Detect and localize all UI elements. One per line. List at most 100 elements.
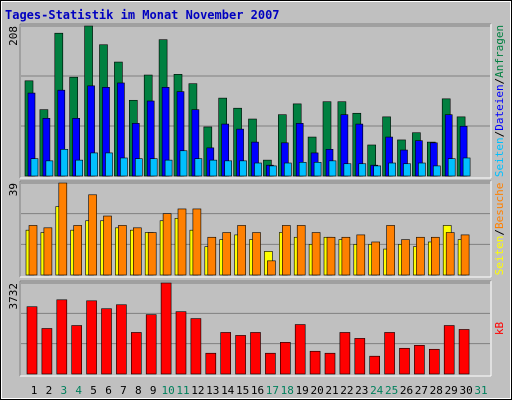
- bar: [254, 162, 262, 177]
- bar: [267, 260, 276, 276]
- bar: [103, 215, 112, 276]
- x-tick-label: 20: [310, 384, 323, 397]
- bar: [416, 236, 425, 276]
- bar: [164, 159, 173, 177]
- bar: [28, 225, 38, 276]
- bar: [430, 236, 440, 276]
- bar: [235, 335, 246, 375]
- x-tick-label: 25: [385, 384, 398, 397]
- bar: [283, 162, 292, 177]
- bar: [458, 329, 470, 375]
- bar: [73, 225, 82, 276]
- bar: [341, 236, 351, 276]
- bar: [356, 234, 366, 276]
- bar: [326, 236, 336, 276]
- bar: [462, 157, 471, 177]
- x-tick-label: 15: [236, 384, 249, 397]
- x-tick-label: 8: [135, 384, 142, 397]
- legend-entry: kB: [493, 322, 506, 336]
- bar: [269, 165, 277, 177]
- bar: [45, 160, 54, 177]
- x-tick-label: 12: [191, 384, 204, 397]
- bar: [324, 352, 336, 375]
- bar: [56, 299, 68, 375]
- x-tick-label: 18: [281, 384, 294, 397]
- bar: [41, 328, 53, 375]
- bar: [237, 225, 246, 276]
- bar: [101, 308, 112, 375]
- bar: [296, 225, 306, 276]
- bar: [252, 232, 261, 276]
- bar: [43, 227, 53, 276]
- bar: [239, 160, 247, 177]
- x-tick-label: 3: [60, 384, 67, 397]
- bar: [403, 163, 411, 177]
- bar: [371, 241, 381, 276]
- bar: [149, 158, 158, 177]
- bar: [328, 160, 337, 177]
- x-tick-label: 2: [46, 384, 53, 397]
- bar: [105, 152, 113, 177]
- legend-entry: Seiten: [493, 137, 506, 177]
- bar: [194, 158, 203, 177]
- bar: [75, 159, 83, 177]
- bar: [220, 332, 231, 375]
- x-tick-label: 24: [370, 384, 384, 397]
- bar: [279, 342, 291, 375]
- legend-separator: /: [493, 78, 506, 85]
- bar: [205, 352, 217, 375]
- bar: [30, 158, 39, 177]
- legend-entry: Seiten: [493, 236, 506, 276]
- x-tick-label: 11: [176, 384, 189, 397]
- bar: [131, 332, 142, 375]
- bar: [401, 239, 410, 276]
- bar: [209, 159, 218, 177]
- x-tick-label: 14: [221, 384, 235, 397]
- bar: [386, 225, 395, 276]
- x-tick-label: 27: [415, 384, 428, 397]
- bar: [414, 345, 425, 375]
- bar: [358, 163, 367, 177]
- x-tick-label: 30: [459, 384, 472, 397]
- bar: [224, 160, 232, 177]
- bar: [147, 232, 157, 276]
- x-tick-label: 16: [251, 384, 264, 397]
- bar: [60, 149, 69, 177]
- legend-entry: Dateien: [493, 84, 506, 130]
- bar: [388, 162, 396, 177]
- bar: [311, 232, 321, 276]
- bar: [116, 304, 127, 375]
- bar: [71, 325, 82, 375]
- x-tick-label: 5: [90, 384, 97, 397]
- bar: [192, 208, 202, 276]
- bar: [373, 165, 382, 177]
- bar: [354, 338, 366, 375]
- bar: [432, 165, 441, 177]
- bar: [313, 161, 322, 177]
- legend-separator: /: [493, 229, 506, 236]
- legend-entry: Anfragen: [493, 25, 506, 78]
- x-tick-label: 6: [105, 384, 112, 397]
- x-tick-label: 9: [150, 384, 157, 397]
- bar: [26, 306, 38, 375]
- bar: [179, 150, 188, 177]
- bar: [339, 332, 351, 375]
- x-tick-label: 10: [161, 384, 174, 397]
- x-tick-label: 23: [355, 384, 368, 397]
- legend: kB: [493, 322, 506, 336]
- bar: [207, 236, 217, 276]
- bar: [118, 225, 127, 276]
- x-tick-label: 13: [206, 384, 219, 397]
- x-tick-label: 29: [445, 384, 458, 397]
- bar: [175, 311, 187, 375]
- x-tick-label: 17: [266, 384, 279, 397]
- bar: [418, 162, 426, 177]
- x-tick-label: 22: [340, 384, 353, 397]
- bar: [250, 332, 261, 375]
- y-tick-label: 3732: [7, 283, 20, 310]
- bar: [445, 232, 455, 276]
- bar: [298, 161, 307, 177]
- bar: [384, 332, 395, 375]
- bar: [281, 225, 291, 276]
